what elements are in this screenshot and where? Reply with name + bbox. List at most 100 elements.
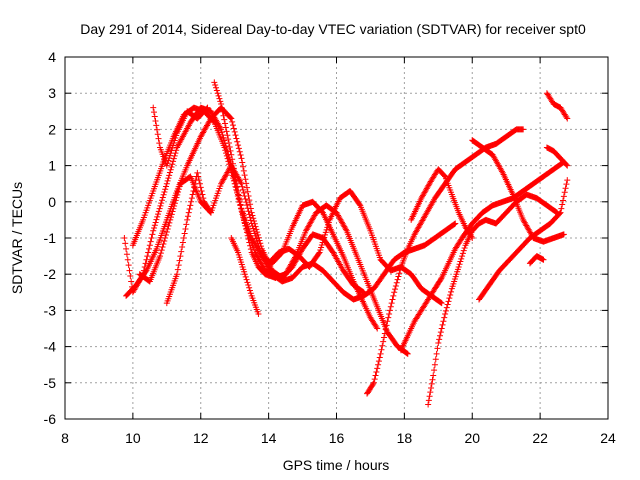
data-point — [222, 120, 229, 127]
data-point — [438, 300, 445, 307]
data-point — [162, 235, 169, 241]
data-point — [186, 206, 193, 213]
data-point — [238, 155, 245, 162]
data-point — [169, 145, 176, 152]
data-point — [153, 216, 160, 223]
x-tick-label: 20 — [464, 430, 480, 446]
data-point — [258, 250, 265, 257]
data-point — [428, 380, 435, 387]
data-point — [159, 197, 166, 204]
data-point — [151, 222, 158, 229]
data-point — [378, 346, 385, 353]
data-point — [174, 191, 181, 198]
data-point — [241, 219, 248, 226]
data-point — [222, 124, 229, 131]
data-point — [255, 311, 262, 318]
data-point — [227, 147, 234, 154]
data-point — [251, 228, 258, 235]
data-point — [176, 257, 183, 264]
data-point — [240, 189, 247, 196]
data-point — [386, 311, 393, 318]
data-point — [243, 202, 250, 209]
series-arc-17 — [526, 253, 547, 267]
data-point — [162, 231, 169, 238]
data-point — [182, 225, 189, 232]
data-point — [221, 116, 228, 123]
data-point — [255, 243, 262, 250]
data-point — [250, 225, 257, 232]
data-point — [456, 261, 463, 268]
data-point — [444, 301, 451, 308]
data-point — [121, 235, 128, 241]
data-point — [403, 350, 410, 357]
data-point — [123, 245, 130, 252]
data-point — [217, 98, 224, 105]
data-point — [235, 187, 242, 194]
data-point — [243, 184, 250, 191]
data-point — [457, 258, 464, 265]
data-point — [195, 173, 202, 180]
data-point — [252, 233, 259, 240]
x-tick-label: 24 — [600, 430, 616, 446]
data-point — [204, 104, 211, 111]
data-point — [171, 200, 178, 207]
data-point — [563, 181, 570, 188]
data-point — [243, 229, 250, 236]
data-point — [198, 187, 205, 194]
data-point — [222, 147, 229, 154]
data-point — [214, 90, 221, 97]
data-point — [247, 214, 254, 221]
data-point — [396, 270, 403, 277]
data-point — [372, 372, 379, 379]
data-point — [150, 109, 157, 116]
series-arc-6 — [163, 169, 214, 307]
data-point — [317, 246, 324, 253]
data-point — [431, 367, 438, 374]
data-point — [159, 194, 166, 201]
data-point — [247, 201, 254, 208]
data-point — [230, 125, 237, 132]
data-point — [322, 229, 329, 236]
y-tick-label: 1 — [48, 158, 56, 174]
data-point — [178, 248, 185, 255]
data-point — [143, 256, 150, 263]
data-point — [156, 205, 163, 212]
data-point — [147, 238, 154, 245]
y-axis-label: SDTVAR / TECUs — [9, 182, 25, 294]
data-point — [557, 209, 564, 216]
data-point — [160, 191, 167, 198]
data-point — [455, 263, 462, 270]
data-point — [155, 135, 162, 142]
data-point — [282, 271, 289, 278]
data-point — [321, 234, 328, 241]
data-point — [224, 155, 231, 162]
data-point — [451, 221, 458, 228]
y-tick-label: 4 — [48, 49, 56, 65]
data-point — [169, 208, 176, 215]
plot-frame — [64, 56, 609, 420]
data-point — [157, 250, 164, 257]
data-point — [181, 230, 188, 237]
data-point — [227, 114, 234, 121]
data-point — [218, 126, 225, 133]
data-point — [246, 211, 253, 218]
data-point — [154, 126, 161, 133]
data-point — [244, 232, 251, 239]
data-point — [251, 230, 258, 237]
data-point — [375, 358, 382, 365]
data-point — [173, 271, 180, 278]
data-point — [247, 246, 254, 253]
data-markers — [121, 79, 571, 408]
data-point — [168, 147, 175, 154]
data-point — [247, 217, 254, 224]
data-point — [371, 376, 378, 383]
data-point — [158, 247, 165, 254]
data-point — [239, 209, 246, 216]
data-point — [246, 239, 253, 246]
data-point — [425, 401, 432, 408]
data-point — [445, 298, 452, 305]
data-point — [157, 253, 164, 260]
data-point — [122, 240, 129, 247]
series-arc-16 — [543, 90, 571, 122]
